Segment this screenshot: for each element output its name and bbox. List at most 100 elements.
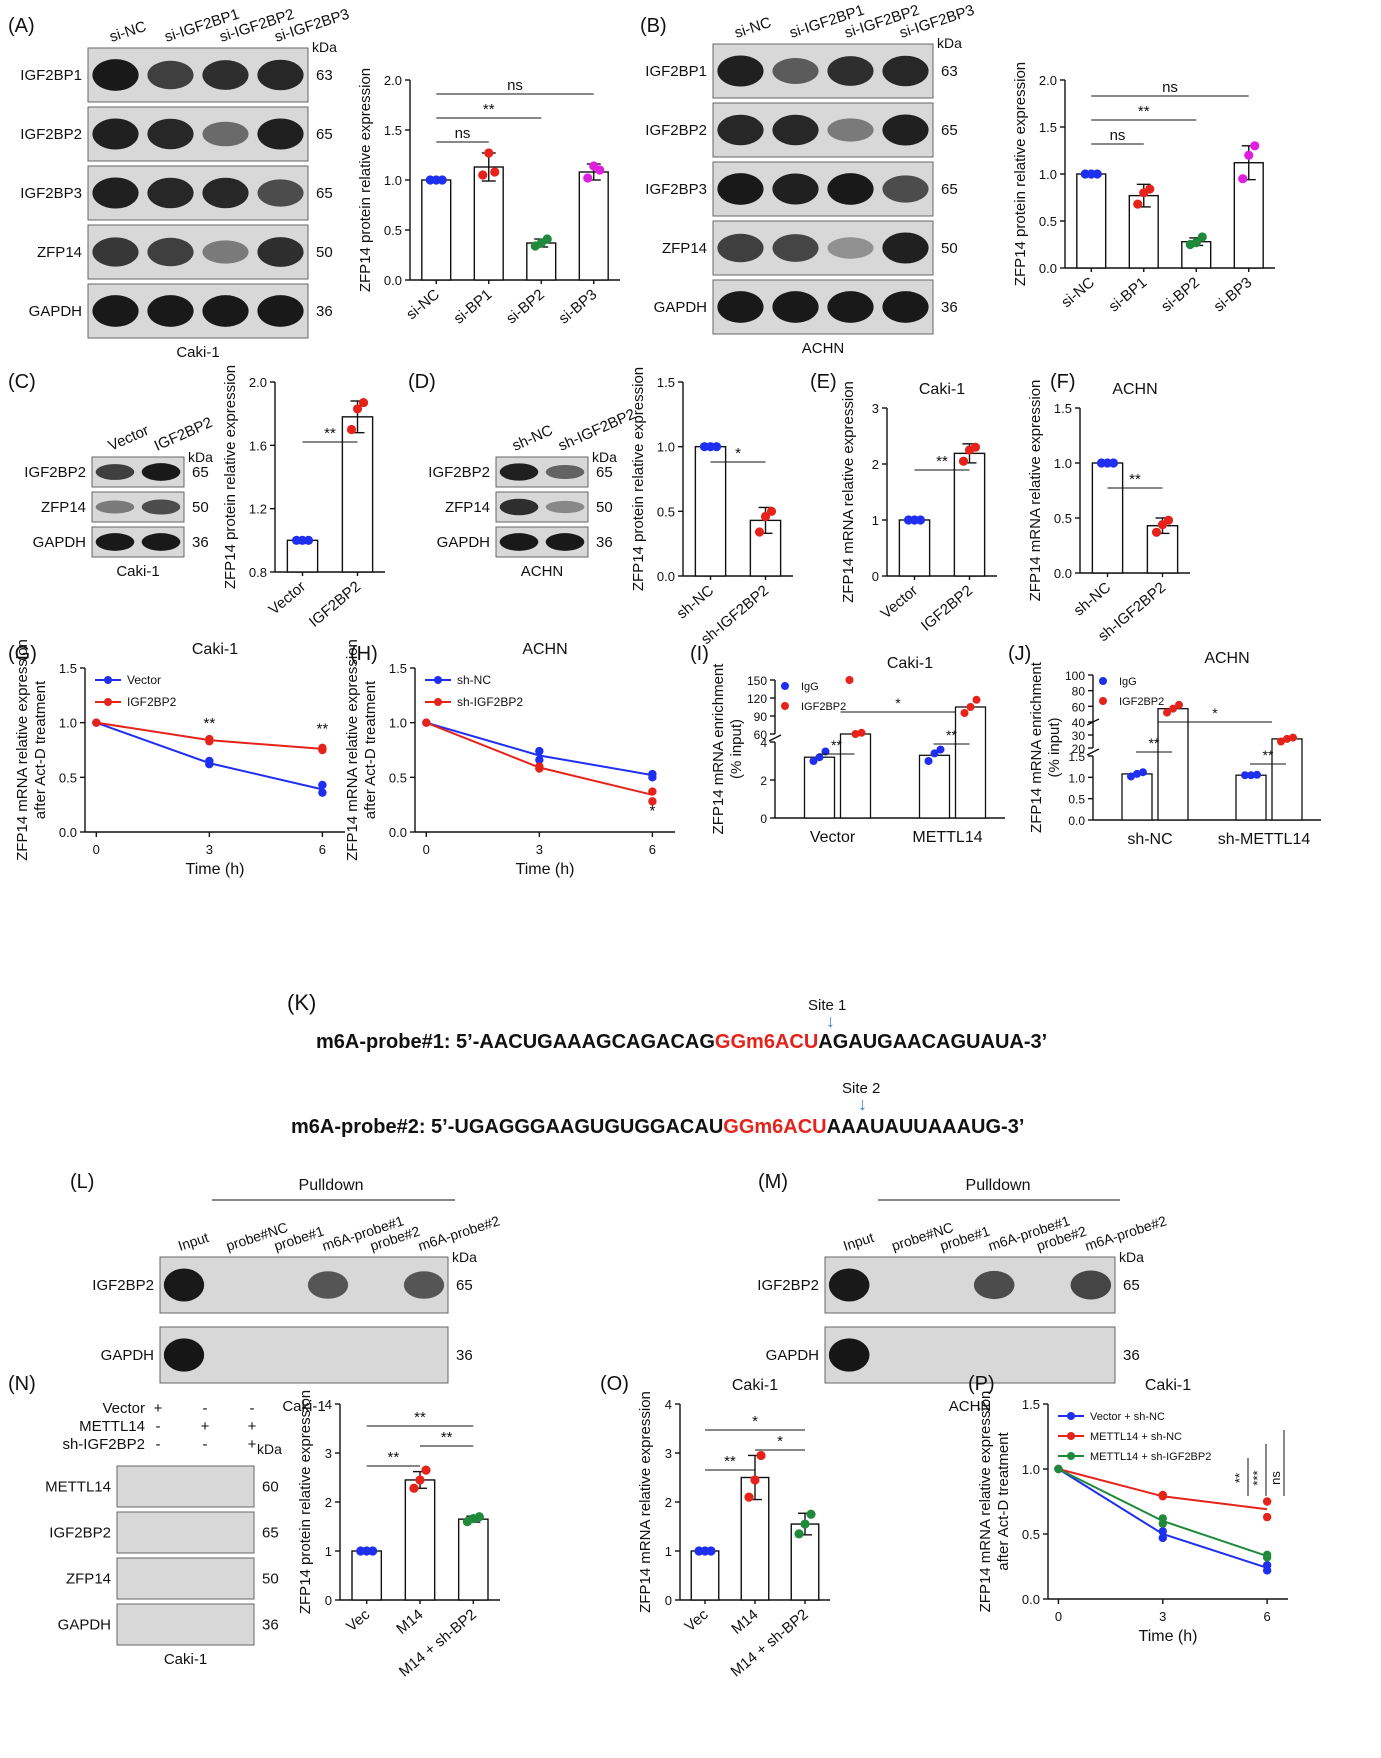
data-point-P-0-1-1 xyxy=(1158,1527,1167,1536)
band-A-1-2 xyxy=(202,121,249,147)
legend-marker-P-2 xyxy=(1067,1452,1075,1460)
y-tick-label-H-2: 1.0 xyxy=(389,716,407,731)
x-tick-label-N-0: Vec xyxy=(343,1606,373,1635)
annotation-H-0: * xyxy=(649,803,655,820)
x-tick-label-P-0: 0 xyxy=(1055,1609,1062,1624)
data-point-A-1-1 xyxy=(484,148,494,158)
data-point-E-1-0 xyxy=(958,456,969,466)
data-point-P-2-1-1 xyxy=(1158,1514,1167,1523)
condition-sign-N-0-1: - xyxy=(203,1400,208,1417)
y-axis-label2-H: after Act-D treatment xyxy=(362,680,379,819)
y-tick-label-B-0: 0.0 xyxy=(1039,261,1057,276)
legend-marker-J-1 xyxy=(1099,697,1107,705)
x-axis-label-G: Time (h) xyxy=(186,861,245,878)
site2-label: Site 2 xyxy=(842,1080,881,1097)
panel-label-P: (P) xyxy=(968,1373,995,1395)
condition-label-N-0: Vector xyxy=(102,1400,145,1417)
cell-label-B: ACHN xyxy=(802,340,845,357)
y-tick-label-I-4: 90 xyxy=(754,710,768,724)
sig-label-P-1: *** xyxy=(1250,1470,1265,1485)
lane-label-A-0: si-NC xyxy=(107,18,148,46)
band-A-4-0 xyxy=(92,295,139,327)
x-tick-label-H-2: 6 xyxy=(649,842,656,857)
data-point-G-1-1-1 xyxy=(205,734,214,744)
band-B-3-0 xyxy=(717,233,764,263)
y-tick-label-J-2: 1.0 xyxy=(1068,771,1085,785)
legend-label-I-0: IgG xyxy=(801,681,819,693)
band-B-0-3 xyxy=(882,55,929,87)
cell-label-L: Caki-1 xyxy=(282,1398,325,1415)
band-A-4-1 xyxy=(147,295,194,327)
data-point-H-0-1-1 xyxy=(535,746,544,756)
band-L-0-5 xyxy=(403,1271,445,1299)
data-point-N-0-2 xyxy=(368,1546,378,1556)
data-point-G-0-1-1 xyxy=(205,756,214,766)
y-axis-label-P: ZFP14 mRNA relative expression xyxy=(977,1391,994,1613)
kda-A-3: 50 xyxy=(316,244,333,261)
legend-marker-H-1 xyxy=(434,698,442,706)
bar-I-0-0 xyxy=(803,756,836,819)
data-point-J-1-1-2 xyxy=(1289,733,1297,742)
data-point-B-0-2 xyxy=(1092,169,1102,179)
band-D-2-1 xyxy=(545,533,585,551)
legend-marker-G-1 xyxy=(104,698,112,706)
legend-label-P-1: METTL14 + sh-NC xyxy=(1090,1431,1182,1443)
data-point-J-1-1-0 xyxy=(1277,737,1285,746)
annotation-G-0: ** xyxy=(204,715,216,732)
band-B-1-1 xyxy=(772,114,819,146)
x-tick-label-A-2: si-BP2 xyxy=(503,286,548,327)
y-tick-label-P-1: 0.5 xyxy=(1022,1527,1040,1542)
probe2-modified: GGm6ACU xyxy=(723,1116,827,1138)
band-M-0-3 xyxy=(973,1270,1015,1300)
sig-label-E-0: ** xyxy=(936,453,948,470)
bar-E-1 xyxy=(953,452,986,577)
y-tick-label-J-8: 80 xyxy=(1072,685,1086,699)
sig-label-D-0: * xyxy=(735,445,741,462)
bar-A-0 xyxy=(421,179,452,281)
y-tick-label-D-2: 1.0 xyxy=(657,440,675,455)
sig-label-P-2: ns xyxy=(1268,1471,1283,1485)
row-label-B-2: IGF2BP3 xyxy=(645,181,707,198)
x-tick-label-E-1: IGF2BP2 xyxy=(918,582,976,635)
y-tick-label-J-5: 30 xyxy=(1072,729,1086,743)
band-A-0-0 xyxy=(92,59,139,91)
sig-label-I-1: ** xyxy=(946,727,957,743)
kda-L-0: 65 xyxy=(456,1277,473,1294)
band-A-3-3 xyxy=(257,237,304,267)
y-tick-label-E-0: 0 xyxy=(872,569,879,584)
cell-label-A: Caki-1 xyxy=(176,344,219,361)
row-label-B-1: IGF2BP2 xyxy=(645,122,707,139)
data-point-I-0-1-2 xyxy=(936,745,945,754)
y-tick-label-H-0: 0.0 xyxy=(389,825,407,840)
data-point-B-2-2 xyxy=(1197,232,1207,242)
band-A-2-2 xyxy=(202,177,249,209)
x-tick-label-G-0: 0 xyxy=(93,842,100,857)
kda-N-3: 36 xyxy=(262,1617,279,1634)
pulldown-header-M: Pulldown xyxy=(966,1177,1031,1194)
kda-M-1: 36 xyxy=(1123,1347,1140,1364)
band-B-3-3 xyxy=(882,232,929,264)
data-point-F-0-2 xyxy=(1108,458,1119,468)
row-label-B-4: GAPDH xyxy=(654,299,707,316)
data-point-O-0-2 xyxy=(706,1546,716,1556)
data-point-J-1-1-1 xyxy=(1283,734,1291,743)
legend-marker-P-0 xyxy=(1067,1412,1075,1420)
band-C-0-1 xyxy=(141,463,181,481)
y-tick-label-C-0: 0.8 xyxy=(249,565,267,580)
data-point-J-0-1-2 xyxy=(1253,770,1261,779)
panel-label-B: (B) xyxy=(640,15,667,37)
kda-unit-N: kDa xyxy=(257,1441,282,1457)
bar-I-0-1 xyxy=(918,754,951,819)
legend-label-H-1: sh-IGF2BP2 xyxy=(457,695,523,709)
x-tick-label-J-0: sh-NC xyxy=(1127,831,1172,848)
band-C-2-0 xyxy=(95,533,135,551)
bar-C-0 xyxy=(286,539,319,573)
y-axis-label-O: ZFP14 mRNA relative expression xyxy=(637,1391,654,1613)
row-label-D-1: ZFP14 xyxy=(445,499,490,516)
band-L-0-3 xyxy=(307,1271,349,1299)
legend-label-H-0: sh-NC xyxy=(457,673,491,687)
y-tick-label-H-3: 1.5 xyxy=(389,661,407,676)
data-point-D-1-1 xyxy=(760,511,771,522)
x-tick-label-G-2: 6 xyxy=(319,842,326,857)
data-point-I-1-1-0 xyxy=(960,709,969,717)
